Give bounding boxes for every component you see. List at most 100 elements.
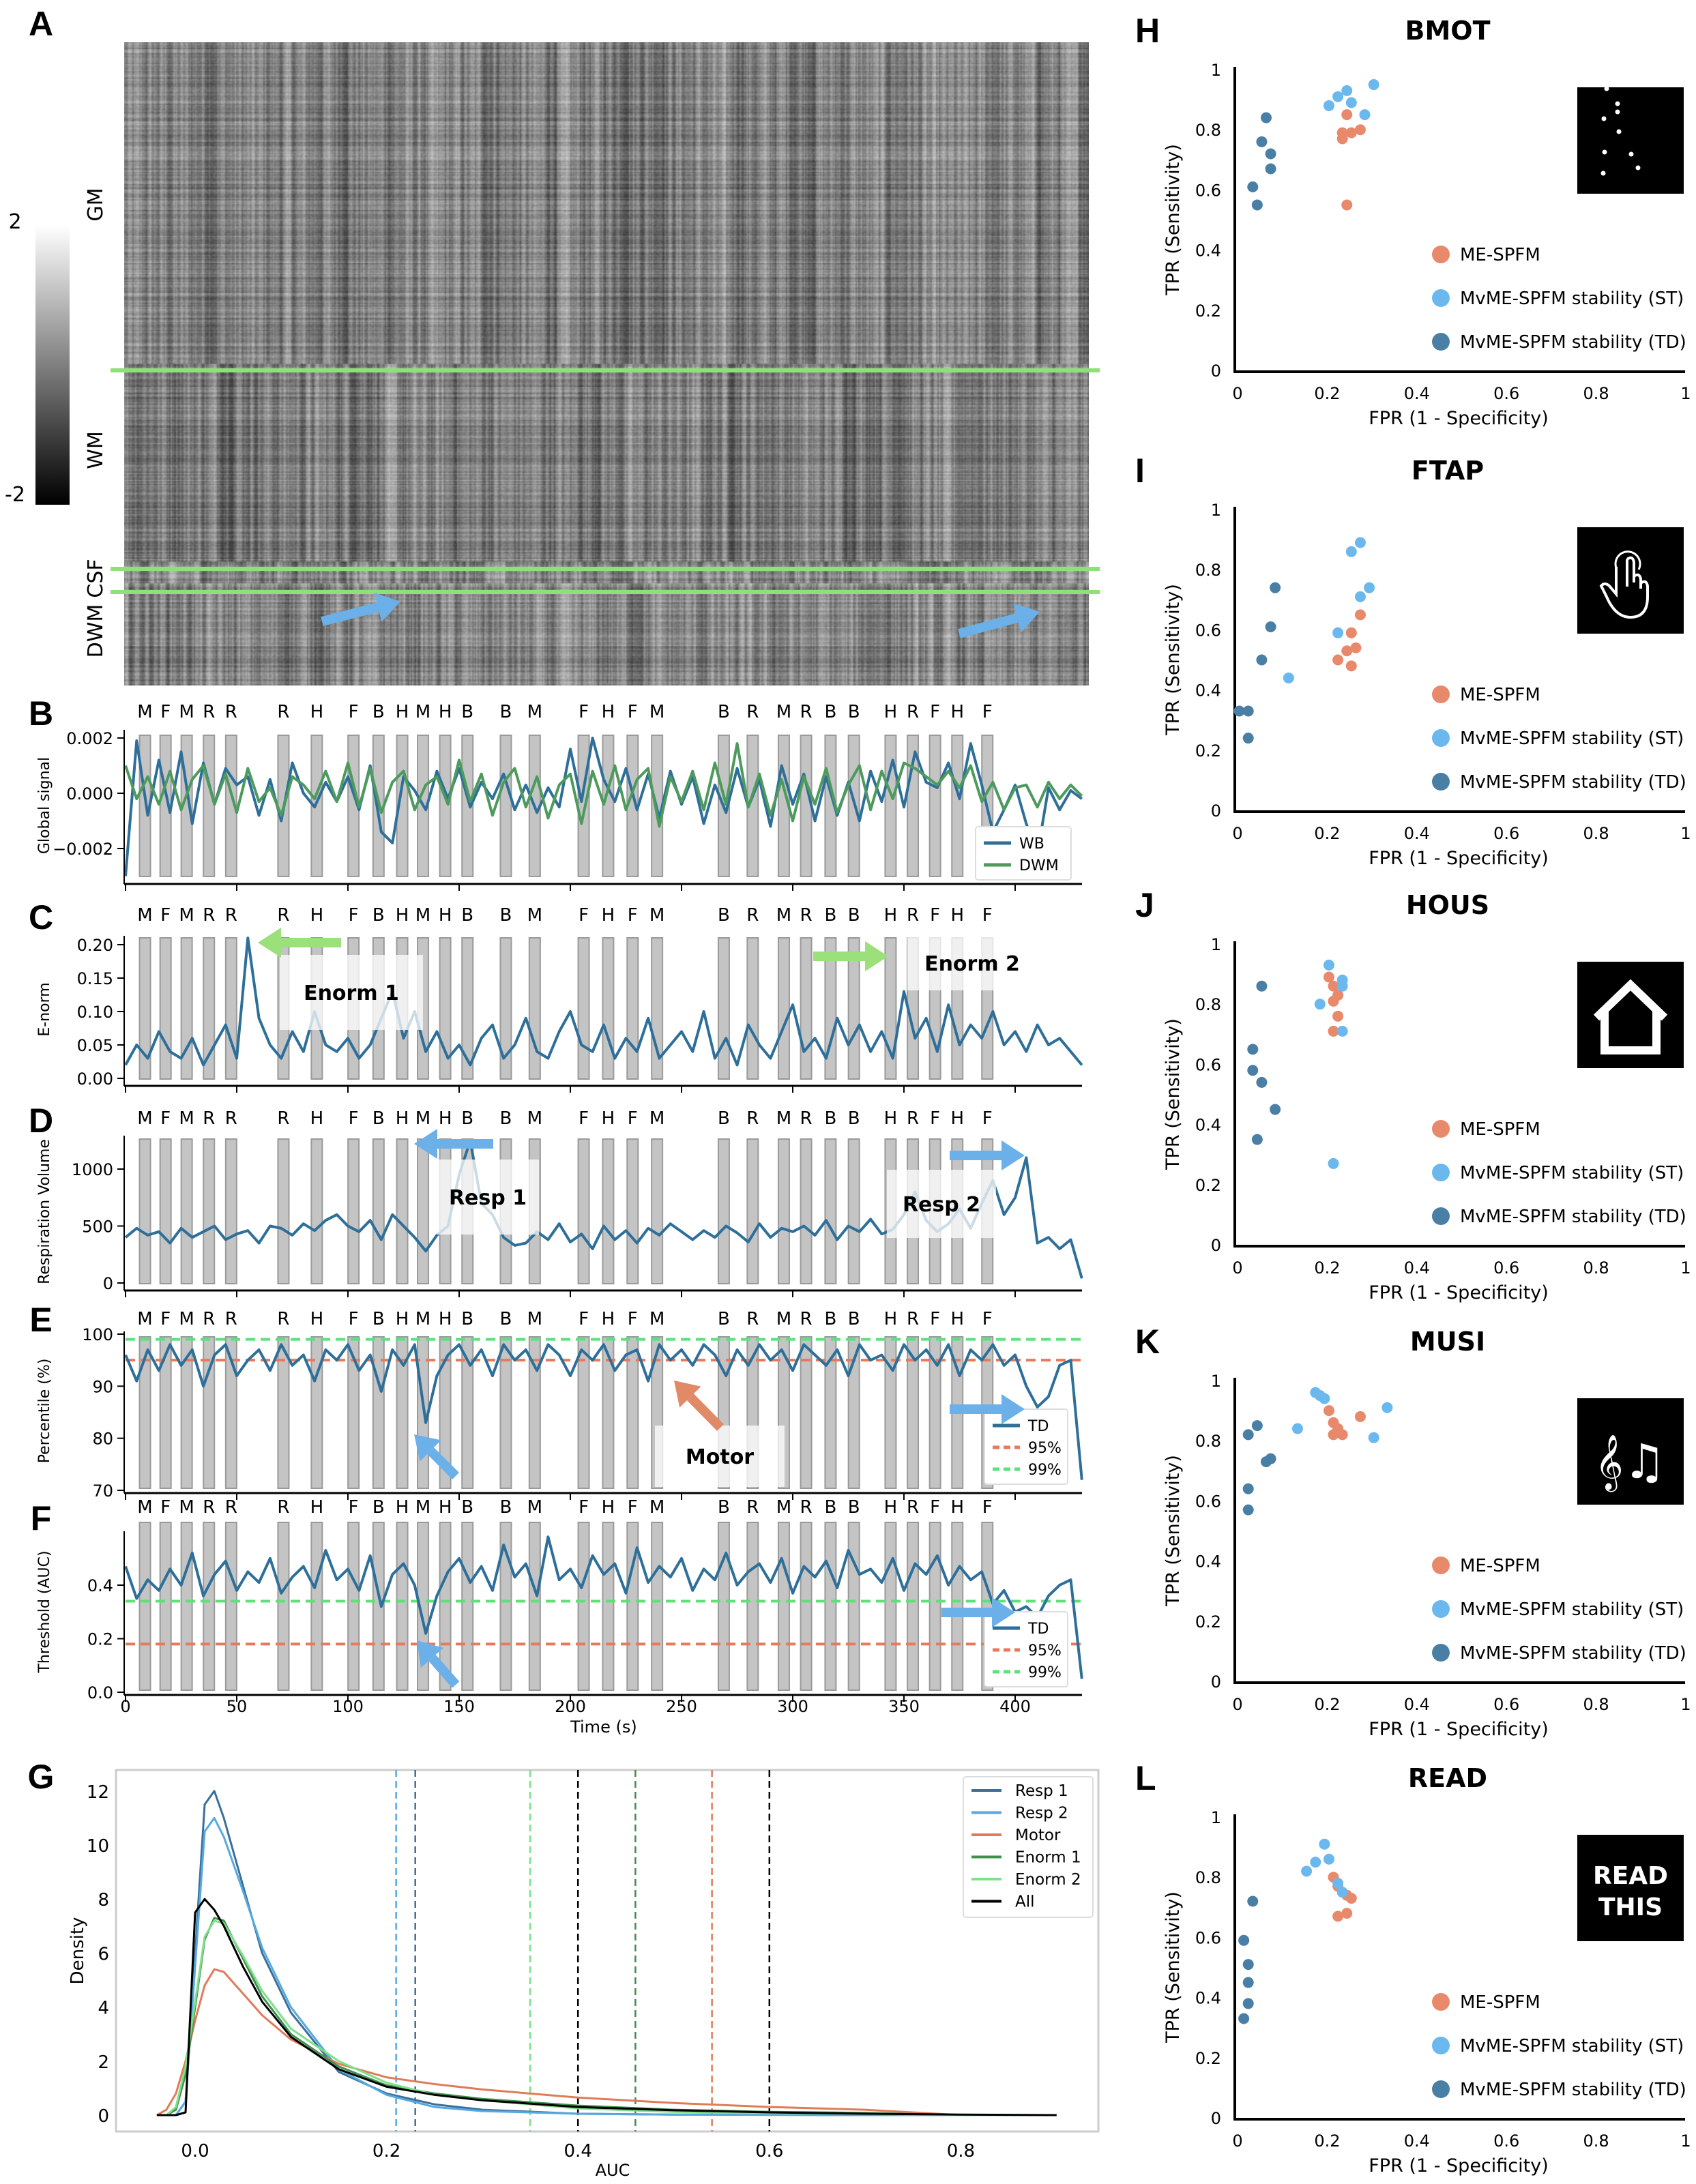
density-curve-enorm-1 [156,1917,1057,2116]
plot-frame [115,1769,1100,2133]
y-tick-label: 0.8 [1195,121,1221,140]
event-block [159,1336,172,1489]
event-label: M [179,1497,194,1518]
x-tick-label: 50 [226,1697,248,1716]
event-label: F [982,1108,993,1129]
y-tick-label: 0.4 [1195,681,1221,700]
event-label: H [439,1497,452,1518]
music-glyph: 𝄞♫ [1595,1434,1666,1492]
data-point-td [1242,1977,1254,1988]
event-block [717,1138,730,1284]
event-block [528,937,541,1080]
y-tick-label: 4 [98,1998,109,2019]
colorbar-max-label: 2 [8,210,21,234]
data-point-me [1341,109,1353,121]
x-axis-label: Time (s) [570,1717,637,1737]
event-block [951,735,964,877]
event-label: F [160,1497,171,1518]
dot [1601,116,1607,121]
x-tick-label: 250 [666,1697,697,1716]
event-label: R [746,1309,759,1329]
panel-C: M F M R R R H F B H M H B B M F H F M B R M R B B H R F H F0.000.050.… [36,905,1083,1093]
data-point-me [1323,971,1334,983]
y-tick-label: 1 [1211,501,1221,520]
event-label: F [579,1108,589,1129]
x-tick-label: 0.6 [1493,824,1519,843]
data-point-td [1251,199,1263,211]
event-block [847,1336,860,1489]
event-label: M [137,1108,152,1129]
panel-E: M F M R R R H F B H M H B B M F H F M B R M R B B H R F H F708090100P… [36,1309,1083,1501]
event-label: M [776,1497,791,1518]
event-label: B [500,905,512,926]
event-block [159,937,172,1080]
arrow-head [865,941,888,971]
y-tick-label: −0.002 [53,840,113,859]
event-block [203,937,216,1080]
event-label: B [824,1108,836,1129]
x-axis-label: FPR (1 - Specificity) [1369,2155,1548,2176]
legend-marker [1432,1164,1450,1181]
y-tick-label: 1 [1211,1808,1221,1827]
event-block [310,1522,323,1691]
data-point-st [1368,1432,1379,1443]
legend-label: MvME-SPFM stability (TD) [1460,1207,1686,1227]
y-tick-label: 80 [92,1430,113,1449]
data-point-st [1364,582,1375,593]
data-point-st [1359,109,1371,121]
x-tick-label: 1 [1680,1258,1691,1278]
y-tick-label: 0.05 [77,1036,113,1055]
event-block [626,1138,639,1284]
event-label: B [372,702,385,722]
legend-marker [1432,685,1450,703]
event-block [577,735,590,877]
x-tick-label: 0.6 [755,2141,783,2161]
legend: TD 95% 99% [984,1408,1068,1485]
legend-marker [1432,333,1450,351]
data-point-td [1247,1065,1259,1076]
data-point-me [1332,1910,1344,1922]
event-label: F [982,1497,993,1518]
icon-background [1577,1835,1684,1941]
legend-label: Enorm 1 [1015,1849,1081,1867]
x-tick-label: 1 [1680,824,1691,843]
event-block [847,1138,860,1284]
annotation-label: Enorm 2 [924,952,1020,976]
event-label: B [500,1497,512,1518]
event-label: M [527,1497,542,1518]
event-label: R [800,1108,813,1129]
event-block [347,1522,360,1691]
panel-title: READ [1408,1763,1487,1793]
event-block [439,735,452,877]
density-curve-resp-1 [156,1790,1057,2116]
y-tick-label: 0.10 [77,1003,113,1022]
event-label: F [982,702,993,722]
data-point-st [1323,959,1334,971]
event-label: R [203,702,215,722]
event-block [824,937,837,1080]
y-tick-label: 0.00 [77,1069,113,1089]
data-point-st [1368,79,1379,91]
event-label: R [277,1108,289,1129]
event-block [884,1522,897,1691]
x-tick-label: 0.8 [947,2141,975,2161]
data-point-st [1301,1865,1313,1877]
data-point-st [1345,546,1357,557]
legend-label: ME-SPFM [1460,685,1540,705]
x-tick-label: 0.0 [181,2141,209,2161]
y-axis-label: Threshold (AUC) [36,1550,53,1673]
arrow-head [674,1381,701,1408]
event-block [717,1522,730,1691]
y-tick-label: 0.2 [1195,301,1221,321]
data-point-me [1336,1429,1348,1441]
event-block [800,1522,813,1691]
icon-background [1577,1398,1684,1505]
event-label: B [461,1497,473,1518]
annotation-box [437,1160,539,1235]
data-point-me [1328,1429,1339,1441]
carpet-plot-heatmap [124,42,1089,685]
arrow-shaft [321,602,379,626]
event-label: H [950,1497,964,1518]
panel-letter: E [29,1301,52,1339]
panel-letter: J [1135,886,1154,924]
